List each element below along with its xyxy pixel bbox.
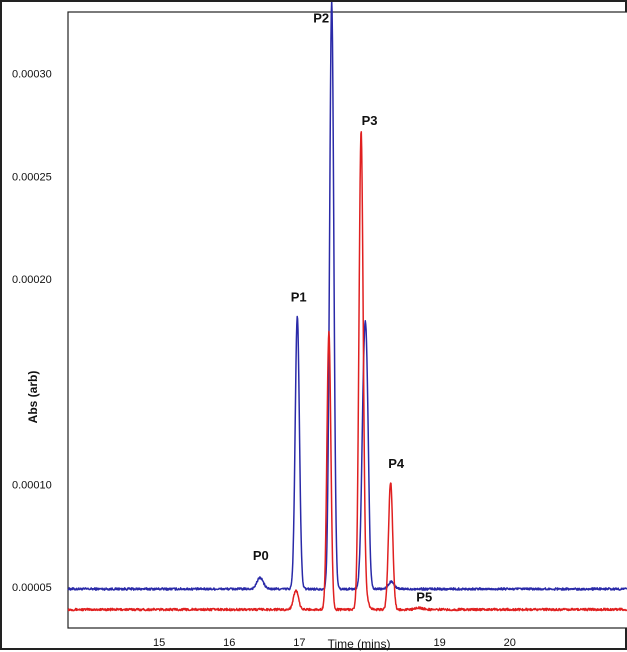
x-tick-label: 16: [223, 637, 235, 649]
x-tick-label: 17: [293, 637, 305, 649]
peak-label-p3: P3: [362, 113, 378, 128]
plot-area: [67, 11, 627, 629]
y-tick-label: 0.00020: [12, 274, 52, 286]
x-tick-label: 15: [153, 637, 165, 649]
x-tick-label: 19: [434, 637, 446, 649]
peak-label-p1: P1: [291, 290, 307, 305]
y-tick-label: 0.00025: [12, 171, 52, 183]
x-axis-title: Time (mins): [328, 637, 391, 651]
peak-label-p0: P0: [253, 548, 269, 563]
peak-label-p5: P5: [416, 589, 432, 604]
peak-label-p4: P4: [388, 456, 405, 471]
traces: [67, 2, 627, 612]
y-axis-ticks: 0.00005 0.00010 0.00020 0.00025 0.00030: [12, 69, 52, 594]
peak-label-p2: P2: [313, 10, 329, 25]
y-tick-label: 0.00010: [12, 479, 52, 491]
peak-labels: P0 P1 P2 P3 P4 P5: [253, 10, 432, 604]
trace-series-2: [67, 131, 627, 612]
trace-series-1: [67, 2, 627, 591]
y-tick-label: 0.00005: [12, 582, 52, 594]
x-tick-label: 20: [504, 637, 516, 649]
x-axis-ticks: 15 16 17 19 20: [153, 637, 516, 649]
y-tick-label: 0.00030: [12, 69, 52, 81]
y-axis-title: Abs (arb): [26, 371, 40, 424]
